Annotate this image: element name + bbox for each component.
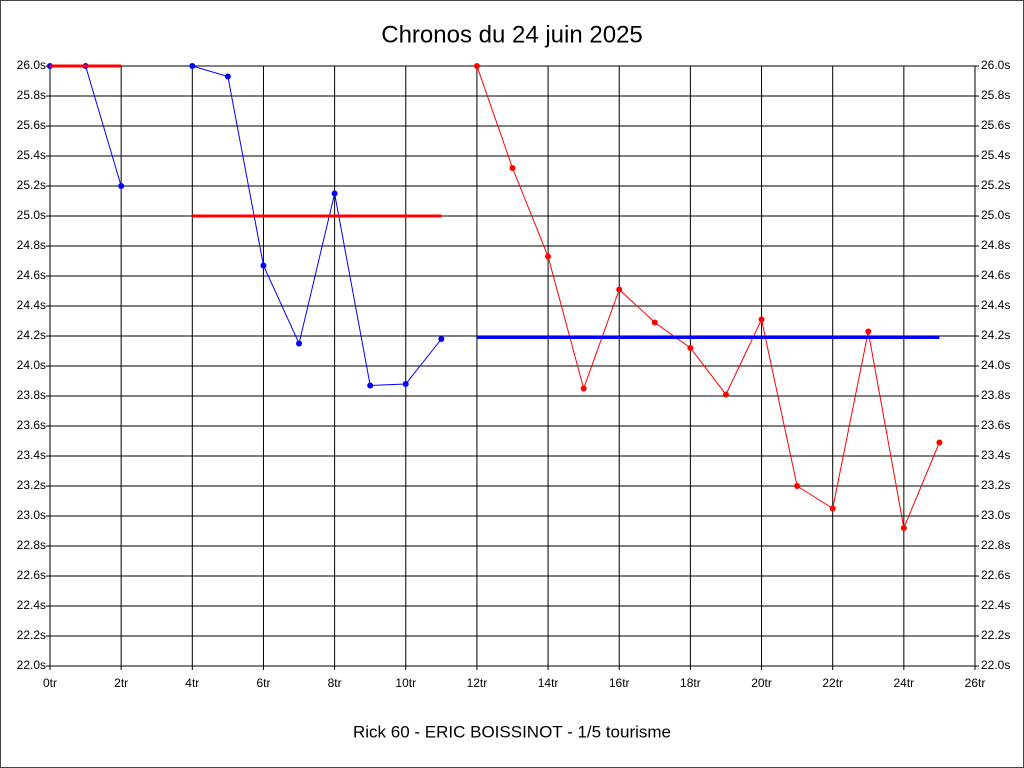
y-tick-label: 23.2s — [17, 478, 46, 492]
point — [331, 190, 338, 197]
x-tick-label: 4tr — [185, 676, 199, 690]
y2-tick-label: 25.4s — [981, 148, 1010, 162]
x-tick-label: 22tr — [822, 676, 843, 690]
y2-tick-label: 23.6s — [981, 418, 1010, 432]
point — [580, 385, 587, 392]
chart-title: Chronos du 24 juin 2025 — [381, 21, 643, 48]
x-tick-label: 14tr — [538, 676, 559, 690]
series-line — [476, 65, 940, 530]
y-tick-label: 24.0s — [17, 358, 46, 372]
y-tick-label: 22.6s — [17, 568, 46, 582]
y-tick-label: 26.0s — [17, 58, 46, 72]
x-tick-label: 26tr — [965, 676, 986, 690]
point — [651, 319, 658, 326]
y2-tick-label: 24.4s — [981, 298, 1010, 312]
point — [509, 165, 516, 171]
point — [118, 183, 125, 189]
y-tick-label: 22.0s — [17, 658, 46, 672]
point — [687, 345, 694, 351]
point — [722, 391, 729, 398]
y2-tick-label: 23.4s — [981, 448, 1010, 462]
y2-tick-label: 22.2s — [981, 628, 1010, 642]
y2-tick-label: 25.2s — [981, 178, 1010, 192]
point — [189, 63, 196, 69]
point — [438, 336, 445, 342]
x-tick-label: 8tr — [328, 676, 342, 690]
y2-tick-label: 25.8s — [981, 88, 1010, 102]
y2-tick-label: 25.6s — [981, 118, 1010, 132]
point — [865, 328, 872, 335]
y2-tick-label: 23.0s — [981, 508, 1010, 522]
y-tick-label: 23.4s — [17, 448, 46, 462]
point — [260, 262, 267, 269]
y2-tick-label: 24.8s — [981, 238, 1010, 252]
point — [616, 286, 623, 293]
y-tick-label: 25.6s — [17, 118, 46, 132]
y2-tick-label: 23.8s — [981, 388, 1010, 402]
x-tick-label: 20tr — [751, 676, 772, 690]
x-tick-label: 0tr — [43, 676, 57, 690]
point — [900, 525, 907, 531]
y-tick-label: 25.4s — [17, 148, 46, 162]
y-tick-label: 24.6s — [17, 268, 46, 282]
y-tick-label: 25.8s — [17, 88, 46, 102]
y-tick-label: 22.8s — [17, 538, 46, 552]
point — [936, 439, 943, 446]
y-tick-label: 25.2s — [17, 178, 46, 192]
x-tick-label: 2tr — [114, 676, 128, 690]
y-tick-label: 23.6s — [17, 418, 46, 432]
y2-tick-label: 24.0s — [981, 358, 1010, 372]
y2-tick-label: 22.6s — [981, 568, 1010, 582]
y-tick-label: 25.0s — [17, 208, 46, 222]
point — [829, 505, 836, 512]
point — [367, 382, 374, 389]
y2-tick-label: 26.0s — [981, 58, 1010, 72]
x-tick-label: 18tr — [680, 676, 701, 690]
x-tick-label: 10tr — [395, 676, 416, 690]
x-axis-label: Rick 60 - ERIC BOISSINOT - 1/5 tourisme — [353, 722, 671, 741]
point — [758, 316, 765, 323]
y2-tick-label: 22.8s — [981, 538, 1010, 552]
y-tick-label: 24.4s — [17, 298, 46, 312]
point — [794, 483, 801, 489]
y-tick-label: 23.8s — [17, 388, 46, 402]
point — [402, 381, 409, 387]
x-tick-label: 16tr — [609, 676, 630, 690]
x-tick-label: 6tr — [256, 676, 270, 690]
point — [224, 73, 231, 80]
y-tick-label: 23.0s — [17, 508, 46, 522]
y2-tick-label: 24.6s — [981, 268, 1010, 282]
point — [296, 340, 303, 347]
y-tick-label: 22.4s — [17, 598, 46, 612]
y2-tick-label: 24.2s — [981, 328, 1010, 342]
y2-tick-label: 25.0s — [981, 208, 1010, 222]
y2-tick-label: 22.4s — [981, 598, 1010, 612]
x-tick-label: 12tr — [467, 676, 488, 690]
x-tick-label: 24tr — [894, 676, 915, 690]
y2-tick-label: 22.0s — [981, 658, 1010, 672]
point — [473, 63, 480, 69]
y2-tick-label: 23.2s — [981, 478, 1010, 492]
y-tick-label: 24.2s — [17, 328, 46, 342]
y-tick-label: 22.2s — [17, 628, 46, 642]
y-tick-label: 24.8s — [17, 238, 46, 252]
point — [545, 253, 552, 260]
